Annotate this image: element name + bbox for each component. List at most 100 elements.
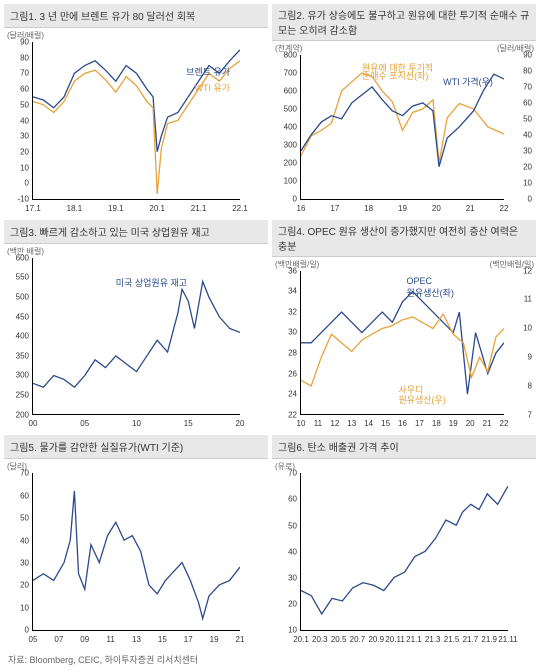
- chart-panel-p2: 그림2. 유가 상승에도 불구하고 원유에 대한 투기적 순매수 규모는 오히려…: [272, 4, 536, 216]
- x-tick: 21.1: [191, 204, 207, 213]
- y-tick: 500: [7, 292, 29, 301]
- chart-panel-p1: 그림1. 3 년 만에 브렌트 유가 80 달러선 회복(달러/배럴)-1001…: [4, 4, 268, 216]
- chart-panel-p3: 그림3. 빠르게 감소하고 있는 미국 상업원유 재고 (백만 배럴)200250…: [4, 220, 268, 432]
- x-tick: 20.1: [293, 635, 309, 644]
- y-tick: 10: [7, 163, 29, 172]
- y-tick: 70: [7, 469, 29, 478]
- series-line: [33, 491, 240, 619]
- y-tick: 400: [7, 332, 29, 341]
- series-line: [33, 281, 240, 387]
- chart-title: 그림4. OPEC 원유 생산이 증가했지만 여전히 증산 여력은 충분: [272, 220, 536, 257]
- chart-title: 그림1. 3 년 만에 브렌트 유가 80 달러선 회복: [4, 4, 268, 28]
- x-tick: 21: [236, 635, 245, 644]
- x-tick: 20.1: [149, 204, 165, 213]
- y-tick: 26: [275, 369, 297, 378]
- x-tick: 10: [297, 419, 306, 428]
- y-tick: 350: [7, 351, 29, 360]
- x-tick: 21.5: [444, 635, 460, 644]
- y-tick: 50: [275, 521, 297, 530]
- y-tick: 28: [275, 348, 297, 357]
- x-tick: 10: [132, 419, 141, 428]
- y-tick: 50: [7, 100, 29, 109]
- x-tick: 22: [500, 419, 509, 428]
- x-tick: 13: [132, 635, 141, 644]
- y-tick: 60: [7, 85, 29, 94]
- y-tick: 40: [7, 116, 29, 125]
- chart-plot-area: (천계약)(달러/배럴)0100200300400500600700800010…: [300, 55, 504, 200]
- chart-plot-area: (백만 배럴)200250300350400450500550600000510…: [32, 258, 240, 416]
- y-tick: 800: [275, 51, 297, 60]
- y-tick: 60: [275, 495, 297, 504]
- chart-plot-area: (유로)1020304050607020.120.320.520.720.920…: [300, 473, 508, 631]
- series-line: [301, 486, 508, 614]
- source-footer: 자료: Bloomberg, CEIC, 하이투자증권 리서치센터: [4, 651, 536, 668]
- chart-plot-area: (백만배럴/일)(백만배럴/일)222426283032343678910111…: [300, 271, 504, 416]
- series-label: 브렌트 유가: [186, 65, 230, 78]
- y-tick-right: 8: [528, 381, 532, 390]
- x-tick: 21.11: [498, 635, 517, 644]
- y-tick: 450: [7, 312, 29, 321]
- x-tick: 09: [80, 635, 89, 644]
- y-tick-right: 50: [523, 115, 532, 124]
- y-tick: 40: [275, 547, 297, 556]
- y-tick: 36: [275, 266, 297, 275]
- y-tick: 200: [7, 410, 29, 419]
- y-tick: 20: [275, 600, 297, 609]
- chart-title: 그림3. 빠르게 감소하고 있는 미국 상업원유 재고: [4, 220, 268, 244]
- y-tick: 300: [275, 141, 297, 150]
- x-tick: 00: [29, 419, 38, 428]
- y-tick: 700: [275, 69, 297, 78]
- x-tick: 18: [364, 204, 373, 213]
- x-tick: 17: [184, 635, 193, 644]
- y-tick: 90: [7, 38, 29, 47]
- y-tick: 20: [7, 147, 29, 156]
- y-tick-right: 70: [523, 83, 532, 92]
- y-tick: 10: [7, 603, 29, 612]
- y-tick: 32: [275, 307, 297, 316]
- x-tick: 21: [466, 204, 475, 213]
- y-tick: 400: [275, 123, 297, 132]
- y-tick: 600: [7, 253, 29, 262]
- x-tick: 19: [449, 419, 458, 428]
- y-tick-right: 40: [523, 131, 532, 140]
- y-tick: 34: [275, 287, 297, 296]
- chart-panel-p4: 그림4. OPEC 원유 생산이 증가했지만 여전히 증산 여력은 충분 (백만배…: [272, 220, 536, 432]
- x-tick: 17: [330, 204, 339, 213]
- y-tick-right: 80: [523, 67, 532, 76]
- chart-svg: [33, 473, 240, 630]
- y-tick-right: 10: [523, 179, 532, 188]
- y-tick: 20: [7, 581, 29, 590]
- y-tick: 250: [7, 391, 29, 400]
- x-tick: 11: [106, 635, 114, 644]
- x-tick: 18: [432, 419, 441, 428]
- x-tick: 17: [415, 419, 424, 428]
- y-tick: 80: [7, 53, 29, 62]
- x-tick: 15: [184, 419, 193, 428]
- x-tick: 17.1: [25, 204, 41, 213]
- x-tick: 19: [210, 635, 219, 644]
- y-tick: 70: [7, 69, 29, 78]
- series-label: 미국 상업원유 재고: [116, 276, 187, 289]
- series-label: OPEC: [407, 276, 433, 286]
- chart-svg: [301, 473, 508, 630]
- y-tick-right: 90: [523, 51, 532, 60]
- y-tick: 30: [275, 573, 297, 582]
- y-tick: 200: [275, 159, 297, 168]
- y-tick: 60: [7, 491, 29, 500]
- y-tick-right: 7: [528, 410, 532, 419]
- x-tick: 20.11: [385, 635, 404, 644]
- chart-title: 그림5. 물가를 감안한 실질유가(WTI 기준): [4, 435, 268, 459]
- y-tick: -10: [7, 195, 29, 204]
- y-tick: 0: [7, 179, 29, 188]
- x-tick: 18.1: [67, 204, 83, 213]
- y-tick-right: 20: [523, 163, 532, 172]
- y-tick: 10: [275, 626, 297, 635]
- y-tick-right: 11: [524, 295, 532, 304]
- x-tick: 20.5: [331, 635, 347, 644]
- x-tick: 11: [314, 419, 322, 428]
- x-tick: 15: [158, 635, 167, 644]
- y-tick: 100: [275, 177, 297, 186]
- y-tick: 22: [275, 410, 297, 419]
- y-tick: 30: [7, 559, 29, 568]
- y-tick: 0: [7, 626, 29, 635]
